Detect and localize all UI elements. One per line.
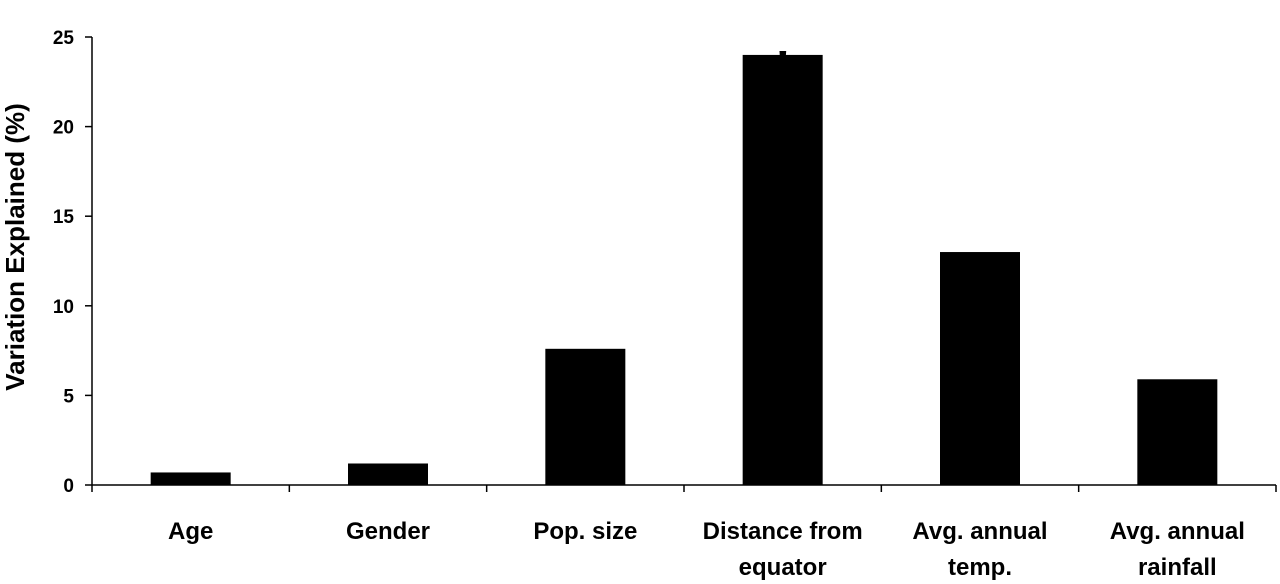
- bar-1: [348, 463, 428, 485]
- bar-0: [150, 472, 231, 485]
- bars: [150, 54, 1218, 486]
- category-label-1: Gender: [346, 518, 430, 545]
- category-labels: Age Gender Pop. size Distance from equator Av…: [168, 518, 1245, 581]
- bar-4: [940, 252, 1020, 485]
- y-tick-label: 0: [63, 476, 74, 497]
- y-tick-label: 15: [53, 207, 75, 228]
- category-label-2: Pop. size: [533, 518, 637, 545]
- bar-3: [742, 54, 823, 486]
- category-label-4: Avg. annual temp.: [912, 518, 1047, 581]
- y-tick-label: 25: [53, 28, 75, 49]
- y-tick-label: 5: [63, 386, 74, 407]
- significance-marker: *: [770, 37, 795, 109]
- bar-2: [545, 348, 626, 485]
- category-label-0: Age: [168, 518, 213, 545]
- category-label-3: Distance from equator: [703, 518, 863, 581]
- y-tick-label: 20: [53, 118, 74, 139]
- y-axis-label: Variation Explained (%): [0, 103, 30, 391]
- y-tick-label: 10: [53, 297, 74, 318]
- category-label-5: Avg. annual rainfall: [1110, 518, 1245, 581]
- bar-5: [1137, 379, 1218, 485]
- annotations: *: [770, 37, 795, 109]
- axes: 0 5 10 15 20 25: [53, 28, 1277, 497]
